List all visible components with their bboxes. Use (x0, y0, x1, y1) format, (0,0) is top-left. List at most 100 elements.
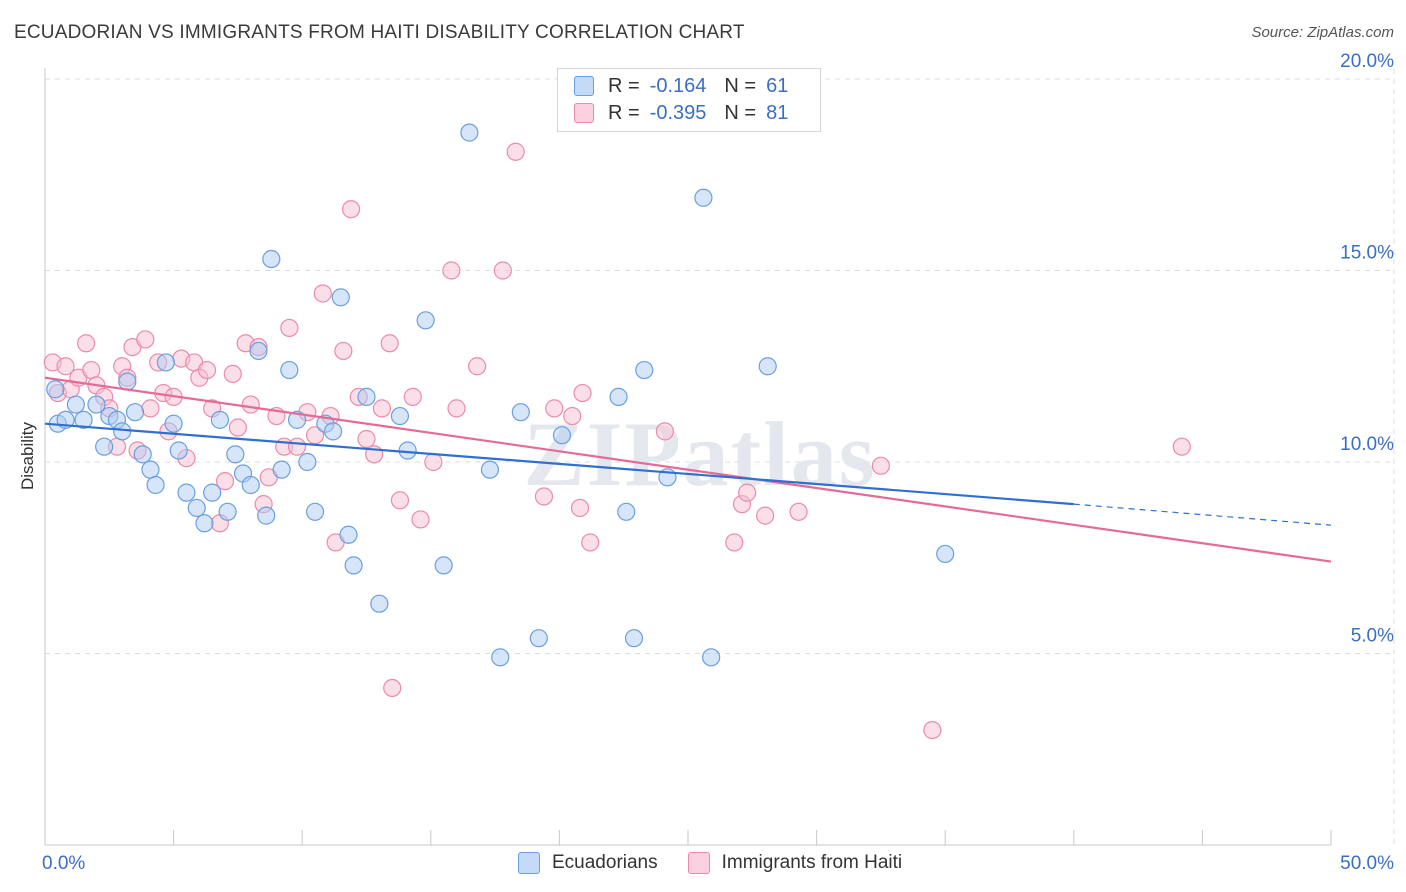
data-point (113, 422, 132, 441)
data-point (390, 406, 410, 426)
data-point (262, 249, 281, 269)
data-point (169, 441, 188, 460)
data-point (383, 678, 402, 698)
y-tick-label: 5.0% (1351, 626, 1394, 647)
legend-swatch-pink (574, 103, 594, 123)
data-point (141, 399, 160, 418)
data-point (95, 437, 114, 456)
correlation-legend: R = -0.164 N = 61 R = -0.395 N = 81 (557, 68, 821, 132)
data-point (725, 533, 744, 552)
data-point (226, 445, 245, 464)
data-point (545, 399, 564, 418)
legend-n-value: 81 (766, 101, 789, 124)
y-tick-label: 10.0% (1340, 434, 1394, 455)
data-point (241, 395, 260, 414)
data-point (403, 387, 422, 406)
data-point (125, 403, 145, 422)
data-point (534, 487, 554, 506)
data-point (74, 410, 93, 429)
data-point (156, 353, 175, 372)
data-point (624, 629, 644, 648)
data-point (218, 502, 237, 521)
data-point (480, 460, 500, 479)
trend-line-haiti (44, 376, 1332, 563)
data-point (228, 418, 247, 437)
data-point (923, 720, 942, 740)
legend-n-label: N = (724, 74, 757, 97)
trend-line-ecuadorians-extension (1073, 503, 1332, 526)
data-point (655, 422, 674, 441)
data-point (257, 506, 276, 525)
series-legend: Ecuadorians Immigrants from Haiti (518, 852, 932, 874)
data-point (133, 445, 152, 464)
data-point (87, 395, 106, 414)
source-label: Source: ZipAtlas.com (1251, 24, 1394, 41)
axes (44, 68, 1332, 846)
legend-item-ecuadorians[interactable]: Ecuadorians (518, 852, 658, 874)
legend-swatch-blue (518, 852, 540, 874)
data-point (146, 475, 165, 495)
data-point (195, 514, 214, 533)
data-point (341, 200, 361, 219)
legend-r-value: -0.395 (649, 101, 707, 124)
data-point (1172, 437, 1191, 456)
data-point (197, 360, 217, 380)
data-point (215, 472, 235, 491)
data-point (82, 360, 101, 380)
data-point (334, 341, 353, 361)
data-point (164, 414, 183, 433)
legend-label: Ecuadorians (552, 852, 658, 873)
data-point (581, 533, 600, 552)
data-point (339, 525, 358, 544)
legend-r-label: R = (608, 101, 640, 124)
data-point (617, 502, 636, 521)
legend-n-label: N = (724, 101, 757, 124)
data-point (570, 498, 590, 518)
data-point (280, 318, 299, 338)
data-point (460, 123, 479, 142)
data-point (331, 288, 350, 307)
data-point (56, 357, 75, 376)
data-point (871, 456, 891, 475)
data-point (298, 452, 317, 472)
legend-item-haiti[interactable]: Immigrants from Haiti (687, 852, 902, 874)
chart-title: ECUADORIAN VS IMMIGRANTS FROM HAITI DISA… (14, 22, 745, 43)
data-point (573, 383, 592, 403)
data-point (46, 380, 65, 399)
data-point (287, 410, 307, 429)
series-ecuadorian-points (46, 123, 955, 667)
data-point (493, 261, 512, 280)
data-point (141, 460, 160, 479)
tick-labels: 5.0% 10.0% 15.0% 20.0% 0.0% 50.0% (42, 51, 1394, 874)
data-point (372, 399, 392, 418)
data-point (305, 426, 325, 445)
legend-swatch-blue (574, 76, 594, 96)
data-point (506, 142, 525, 161)
data-point (424, 452, 443, 472)
series-haiti-points (43, 142, 1191, 740)
data-point (442, 261, 461, 280)
data-point (249, 341, 268, 361)
data-point (177, 483, 196, 502)
data-point (241, 475, 260, 495)
data-point (370, 594, 389, 613)
data-point (223, 364, 242, 384)
data-point (305, 502, 325, 521)
x-tick-label: 50.0% (1340, 853, 1394, 874)
data-point (694, 188, 713, 207)
data-point (187, 498, 206, 518)
legend-r-value: -0.164 (649, 74, 707, 97)
data-point (136, 330, 155, 349)
data-point (416, 311, 435, 330)
data-point (467, 357, 487, 376)
data-point (411, 510, 430, 529)
y-tick-label: 20.0% (1340, 51, 1394, 72)
data-point (758, 357, 777, 376)
data-point (210, 410, 229, 429)
data-point (287, 437, 307, 456)
data-point (609, 387, 628, 406)
x-tick-label: 0.0% (42, 853, 85, 874)
data-point (756, 506, 775, 525)
data-point (390, 491, 410, 510)
